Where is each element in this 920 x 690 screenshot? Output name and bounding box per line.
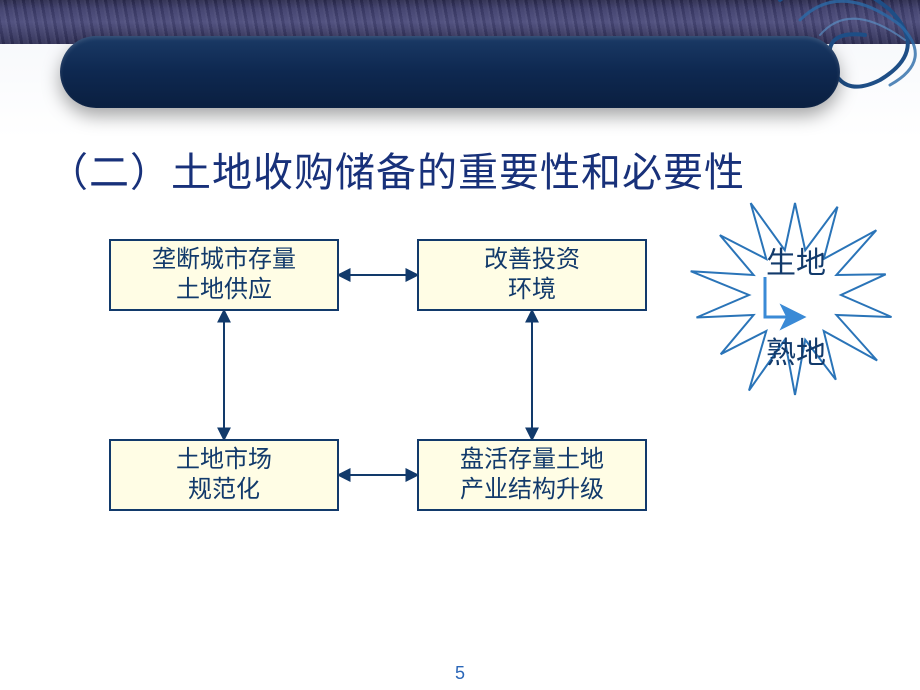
starburst-shape bbox=[691, 203, 892, 395]
diagram-node-label: 改善投资 环境 bbox=[418, 240, 646, 310]
diagram-node-label: 土地市场 规范化 bbox=[110, 440, 338, 510]
diagram-canvas bbox=[0, 0, 920, 690]
diagram-node-label: 盘活存量土地 产业结构升级 bbox=[418, 440, 646, 510]
slide: （二）土地收购储备的重要性和必要性 垄断城市存量 土地供应改善投资 环境土地市场… bbox=[0, 0, 920, 690]
diagram-node-label: 垄断城市存量 土地供应 bbox=[110, 240, 338, 310]
page-number: 5 bbox=[0, 663, 920, 684]
